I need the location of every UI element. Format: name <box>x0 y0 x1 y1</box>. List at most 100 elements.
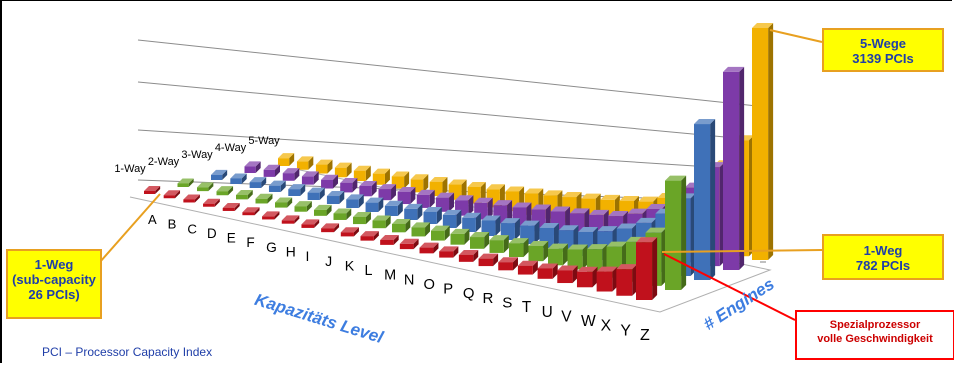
bar-side <box>405 218 411 233</box>
bar-side <box>534 220 540 244</box>
bar-top <box>616 223 638 229</box>
bar-side <box>346 162 352 178</box>
bar-front <box>431 230 445 241</box>
bar-2-Way-I <box>333 208 352 220</box>
callout-1-weg-left-line2: (sub-capacity <box>12 272 96 287</box>
x-tick-label: G <box>266 240 277 255</box>
bar-4-Way-H <box>378 184 397 201</box>
bar-front <box>576 271 593 288</box>
bar-side <box>294 168 300 181</box>
bar-top <box>567 244 588 250</box>
bar-front <box>301 224 315 228</box>
bar-front <box>353 216 366 225</box>
bar-top <box>587 244 608 250</box>
x-tick-label: K <box>345 258 355 274</box>
bar-5-Way-E <box>353 165 371 182</box>
bar-3-Way-N <box>462 212 481 232</box>
bar-4-Way-G <box>359 181 377 197</box>
bar-top <box>517 260 538 266</box>
bar-front <box>404 208 418 220</box>
bar-1-Way-G <box>262 211 280 220</box>
bar-top <box>307 187 325 193</box>
bar-1-Way-S <box>498 257 518 271</box>
bar-side <box>365 165 371 182</box>
callout-spezialprozessor-line1: Spezialprozessor <box>829 319 921 331</box>
bar-front <box>340 182 353 193</box>
bar-side <box>433 242 439 254</box>
bar-front <box>275 202 288 208</box>
bar-side <box>287 197 293 208</box>
bar-top <box>557 265 578 271</box>
bar-top <box>627 208 648 214</box>
bar-top <box>384 200 403 206</box>
bar-front <box>262 216 275 220</box>
bar-top <box>321 174 339 180</box>
bar-2-Way-Z <box>665 175 687 290</box>
bar-side <box>429 189 435 208</box>
bar-top <box>372 215 391 221</box>
bar-front <box>372 173 385 185</box>
bar-side <box>652 237 658 300</box>
bar-top <box>429 176 448 182</box>
callout-1-weg-right: 1-Weg 782 PCIs <box>822 234 944 280</box>
bar-3-Way-M <box>442 209 462 228</box>
bar-side <box>261 177 267 188</box>
bar-top <box>606 241 628 247</box>
bar-4-Way-A <box>244 161 261 173</box>
bar-side <box>300 184 306 196</box>
series-label: 1-Way <box>114 163 146 175</box>
bar-top <box>372 168 390 174</box>
bar-2-Way-H <box>314 204 332 216</box>
bar-1-Way-T <box>517 260 538 275</box>
x-tick-label: A <box>148 212 157 227</box>
bar-side <box>503 235 509 253</box>
bar-top <box>596 266 618 272</box>
bar-side <box>308 156 314 170</box>
bar-side <box>313 171 319 185</box>
bar-side <box>175 190 181 199</box>
bar-top <box>462 212 481 218</box>
bar-front <box>537 268 553 279</box>
bar-top <box>244 161 261 167</box>
bar-2-Way-S <box>528 241 549 262</box>
bar-side <box>413 238 419 250</box>
bar-front <box>236 194 248 200</box>
bar-top <box>296 156 314 162</box>
bar-1-Way-B <box>163 190 181 199</box>
bar-side <box>358 194 364 208</box>
bar-top <box>282 168 300 174</box>
bar-top <box>392 218 411 224</box>
leader-spezialprozessor <box>663 253 796 321</box>
bar-side <box>768 23 774 260</box>
bar-top <box>314 204 332 210</box>
bar-front <box>281 220 295 224</box>
bar-front <box>694 124 711 280</box>
bar-1-Way-L <box>360 231 379 241</box>
bar-3-Way-F <box>307 187 325 200</box>
bar-front <box>353 170 366 182</box>
bar-top <box>619 196 640 202</box>
x-tick-label: H <box>286 243 296 259</box>
bar-top <box>301 219 320 225</box>
bar-top <box>450 228 470 234</box>
bar-4-Way-Z <box>723 66 745 270</box>
bar-side <box>222 169 228 180</box>
x-tick-label: O <box>424 277 435 293</box>
bar-side <box>532 260 538 275</box>
bar-side <box>274 211 280 220</box>
bar-4-Way-L <box>455 195 474 216</box>
bar-side <box>306 201 312 212</box>
bar-side <box>473 249 479 262</box>
bar-5-Way-B <box>296 156 314 170</box>
bar-side <box>326 204 332 216</box>
bar-top <box>340 177 358 183</box>
bar-front <box>665 180 682 290</box>
bar-front <box>216 191 229 196</box>
x-tick-label: M <box>384 268 396 284</box>
x-tick-label: W <box>581 313 596 330</box>
bar-top <box>378 184 397 190</box>
bar-top <box>411 222 431 228</box>
x-tick-label: D <box>207 226 217 241</box>
bar-top <box>493 200 513 206</box>
